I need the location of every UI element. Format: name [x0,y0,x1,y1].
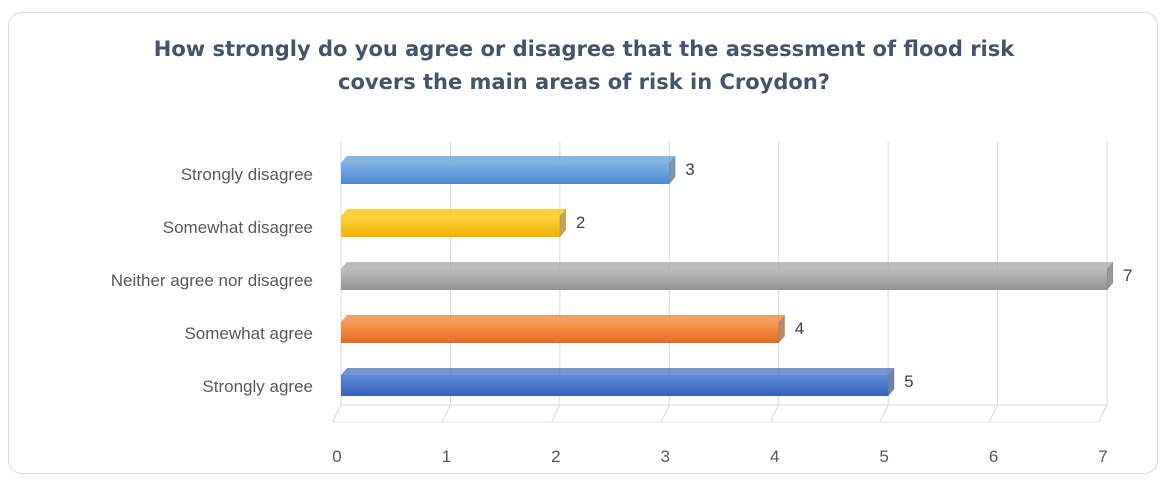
chart-card [8,12,1158,474]
bar-top-face [341,156,676,163]
bar-side-face [559,208,567,238]
chart-title: How strongly do you agree or disagree th… [0,33,1168,99]
category-label: Somewhat agree [184,324,313,343]
data-label: 5 [904,372,913,391]
floor-gridline-6 [988,404,999,423]
bar-side-shade [559,209,566,237]
x-tick-label: 2 [551,447,560,466]
x-tick-label: 1 [442,447,451,466]
bar-side-shade [1107,262,1113,290]
bar-side-face [887,367,895,397]
x-tick-label: 4 [770,447,779,466]
floor-gridline-0 [332,404,342,423]
labels: 0 1 2 3 4 5 6 7 Strongly disagree 3 Somewhat disag… [111,160,1133,466]
bar-top-face [341,262,1113,269]
bar-1 [341,208,567,238]
floor-gridline-5 [879,404,889,423]
x-tick-label: 0 [332,447,341,466]
bar-side-shade [669,156,676,184]
bar-front-face [341,216,560,237]
bar-0 [341,155,676,185]
chart-title-line-2: covers the main areas of risk in Croydon… [338,70,830,94]
bar-side-shade [888,368,895,396]
data-label: 4 [795,319,804,338]
floor-gridline-7 [1098,404,1108,423]
floor-gridline-3 [660,404,670,423]
bar-top-face [341,209,566,216]
floor-gridline-1 [441,404,451,423]
data-label: 3 [685,160,694,179]
bar-side-face [778,314,785,344]
category-label: Strongly disagree [181,165,313,184]
bar-front-face [341,163,670,184]
bars [341,155,1114,397]
bar-front-face [341,322,779,343]
floor-gridline-2 [551,404,561,423]
x-tick-label: 7 [1098,447,1107,466]
data-label: 7 [1123,266,1132,285]
x-tick-label: 3 [661,447,670,466]
bar-side-face [669,155,676,185]
bar-front-face [341,269,1107,290]
bar-front-face [341,375,889,396]
category-label: Neither agree nor disagree [111,271,313,290]
bar-3 [341,314,785,344]
bar-side-face [1106,261,1114,291]
bar-2 [341,261,1114,291]
floor-gridline-4 [769,404,780,423]
x-tick-label: 5 [879,447,888,466]
chart-title-line-1: How strongly do you agree or disagree th… [153,37,1015,61]
category-label: Strongly agree [202,377,313,396]
bar-top-face [341,315,785,322]
bar-4 [341,367,895,397]
bar-top-face [341,368,895,375]
category-label: Somewhat disagree [163,218,313,237]
data-label: 2 [576,213,585,232]
bar-side-shade [778,315,785,343]
x-tick-label: 6 [989,447,998,466]
